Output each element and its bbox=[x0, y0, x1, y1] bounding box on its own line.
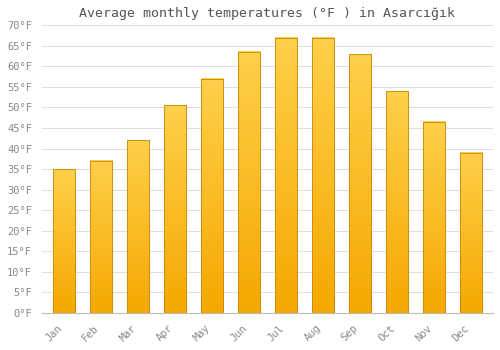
Title: Average monthly temperatures (°F ) in Asarcığık: Average monthly temperatures (°F ) in As… bbox=[80, 7, 456, 20]
Bar bbox=[460, 153, 482, 313]
Bar bbox=[238, 52, 260, 313]
Bar bbox=[53, 169, 75, 313]
Bar bbox=[127, 140, 149, 313]
Bar bbox=[312, 37, 334, 313]
Bar bbox=[275, 37, 297, 313]
Bar bbox=[90, 161, 112, 313]
Bar bbox=[349, 54, 371, 313]
Bar bbox=[386, 91, 408, 313]
Bar bbox=[201, 79, 223, 313]
Bar bbox=[164, 105, 186, 313]
Bar bbox=[423, 122, 445, 313]
